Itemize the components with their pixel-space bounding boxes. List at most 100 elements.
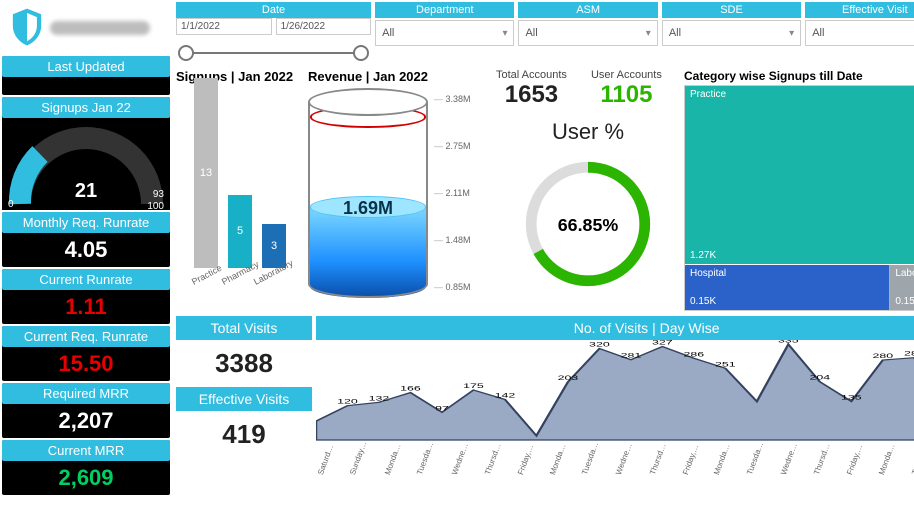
filter-sde-select[interactable]: All ▾ [662,20,801,46]
filter-effective-visit: Effective Visit All▾ [805,2,914,65]
current-runrate-card: Current Runrate 1.11 [2,269,170,324]
svg-text:327: 327 [652,340,673,346]
filter-department: Department All ▾ [375,2,514,65]
left-sidebar: Last Updated Signups Jan 22 21 0 93 100 [0,0,172,520]
monthly-req-runrate-title: Monthly Req. Runrate [2,212,170,233]
total-accounts-label: Total Accounts [496,69,567,81]
svg-text:335: 335 [778,340,799,344]
total-visits-title: Total Visits [176,316,312,340]
category-treemap-title: Category wise Signups till Date [684,69,914,83]
visits-cards: Total Visits 3388 Effective Visits 419 [176,316,312,485]
current-runrate-value: 1.11 [2,290,170,324]
filter-department-value: All [382,27,394,39]
filter-asm-select[interactable]: All ▾ [518,20,657,46]
svg-text:132: 132 [369,395,390,402]
filter-asm-label: ASM [518,2,657,18]
signups-bars: 13Practice5Pharmacy3Laboratory [176,88,304,288]
gauge-range-high: 100 [147,201,164,212]
svg-text:120: 120 [337,399,358,406]
revenue-cylinder: 1.69M [308,88,428,298]
date-range-slider[interactable] [176,41,371,65]
gauge-range-low: 93 [153,189,164,200]
signups-gauge-title: Signups Jan 22 [2,97,170,118]
svg-text:97: 97 [435,405,449,412]
svg-text:251: 251 [715,361,736,368]
treemap-cell-hospital[interactable]: Hospital0.15K [685,265,890,310]
current-mrr-title: Current MRR [2,440,170,461]
required-mrr-card: Required MRR 2,207 [2,383,170,438]
filter-sde-value: All [669,27,681,39]
slider-knob-start[interactable] [178,45,194,61]
required-mrr-title: Required MRR [2,383,170,404]
svg-text:281: 281 [621,353,642,360]
svg-text:135: 135 [841,395,862,402]
user-pct-title: User % [496,119,680,145]
daywise-chart: No. of Visits | Day Wise 120 132 166 97 175 1… [316,316,914,485]
current-req-runrate-title: Current Req. Runrate [2,326,170,347]
bar-practice[interactable]: 13Practice [194,78,218,288]
filter-effective-select[interactable]: All▾ [805,20,914,46]
user-accounts-value: 1105 [591,81,662,109]
required-mrr-value: 2,207 [2,404,170,438]
treemap-cell-laboratory[interactable]: Laboratory0.15K [890,265,914,310]
last-updated-title: Last Updated [2,56,170,77]
date-start-input[interactable]: 1/1/2022 [176,18,272,35]
svg-text:166: 166 [400,386,421,393]
total-accounts-value: 1653 [496,81,567,109]
filter-sde-label: SDE [662,2,801,18]
main-area: Date 1/1/2022 1/26/2022 Department All▾ … [172,0,914,520]
current-runrate-title: Current Runrate [2,269,170,290]
last-updated-card: Last Updated [2,56,170,95]
bar-pharmacy[interactable]: 5Pharmacy [228,195,252,288]
filter-date-label: Date [176,2,371,18]
mid-row: Signups | Jan 2022 13Practice5Pharmacy3L… [172,65,914,312]
filter-asm-value: All [525,27,537,39]
svg-text:203: 203 [558,375,579,382]
revenue-chart: Revenue | Jan 2022 1.69M 3.38M2.75M2.11M… [308,69,492,312]
shield-icon [10,8,44,49]
signups-gauge: 21 0 93 100 [2,118,170,210]
filter-bar: Date 1/1/2022 1/26/2022 Department All▾ … [172,0,914,65]
bar-laboratory[interactable]: 3Laboratory [262,224,286,288]
chevron-down-icon: ▾ [646,28,651,39]
chevron-down-icon: ▾ [502,28,507,39]
accounts-panel: Total Accounts 1653 User Accounts 1105 U… [496,69,680,312]
category-treemap: Category wise Signups till Date Practice… [684,69,914,312]
effective-visits-value: 419 [176,413,312,456]
user-pct-donut: 66.85% [496,149,680,299]
user-pct-value: 66.85% [558,215,619,235]
filter-effective-label: Effective Visit [805,2,914,18]
signups-gauge-card: Signups Jan 22 21 0 93 100 [2,97,170,210]
date-end-input[interactable]: 1/26/2022 [276,18,372,35]
filter-date: Date 1/1/2022 1/26/2022 [176,2,371,65]
daywise-title: No. of Visits | Day Wise [316,316,914,340]
gauge-min: 0 [8,199,14,210]
dashboard-root: Last Updated Signups Jan 22 21 0 93 100 [0,0,914,520]
logo [2,2,170,54]
svg-text:288: 288 [904,351,914,358]
svg-text:320: 320 [589,342,610,349]
treemap-cell-practice[interactable]: Practice 1.27K [685,86,914,264]
revenue-yaxis: 3.38M2.75M2.11M1.48M0.85M [434,88,471,298]
svg-text:142: 142 [495,393,516,400]
signups-bar-chart: Signups | Jan 2022 13Practice5Pharmacy3L… [176,69,304,312]
slider-knob-end[interactable] [353,45,369,61]
daywise-xaxis: Saturd…Sunday…Monda…Tuesda…Wedne…Thursd…… [316,453,914,485]
filter-department-select[interactable]: All ▾ [375,20,514,46]
last-updated-value [2,77,170,95]
svg-text:175: 175 [463,383,484,390]
filter-asm: ASM All ▾ [518,2,657,65]
gauge-value: 21 [6,180,166,203]
filter-department-label: Department [375,2,514,18]
treemap-main-value: 1.27K [690,250,914,261]
revenue-value: 1.69M [308,198,428,219]
current-req-runrate-card: Current Req. Runrate 15.50 [2,326,170,381]
chevron-down-icon: ▾ [789,28,794,39]
svg-text:204: 204 [809,375,830,382]
monthly-req-runrate-card: Monthly Req. Runrate 4.05 [2,212,170,267]
filter-effective-value: All [812,27,824,39]
monthly-req-runrate-value: 4.05 [2,233,170,267]
current-mrr-value: 2,609 [2,461,170,495]
bottom-row: Total Visits 3388 Effective Visits 419 N… [172,312,914,489]
filter-sde: SDE All ▾ [662,2,801,65]
